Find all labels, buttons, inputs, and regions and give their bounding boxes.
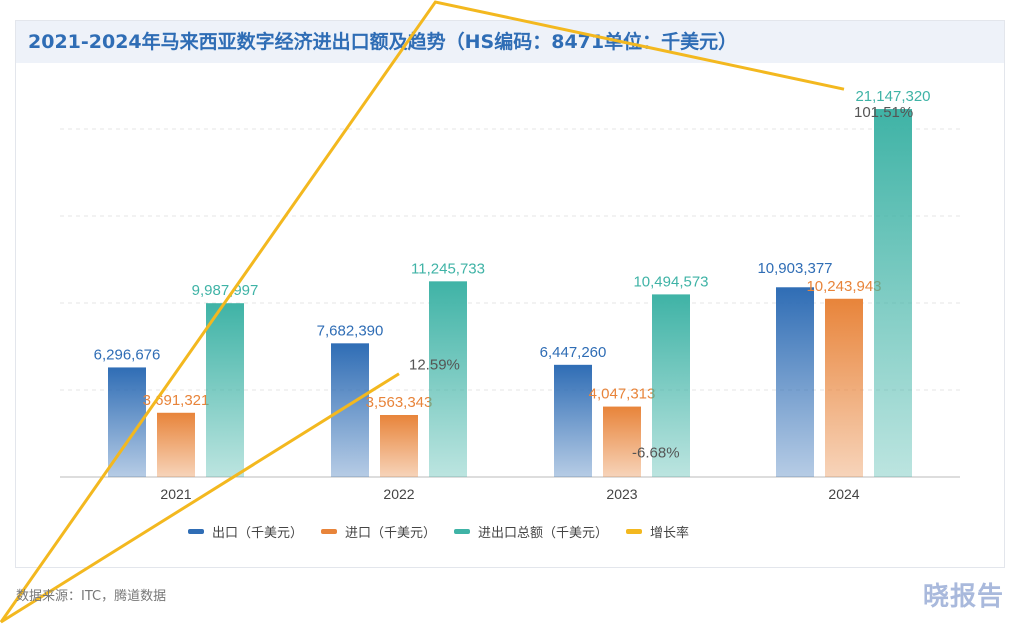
- bar: [429, 281, 467, 477]
- legend-item[interactable]: 出口（千美元）: [188, 522, 303, 541]
- legend-item[interactable]: 进口（千美元）: [321, 522, 436, 541]
- bar: [331, 343, 369, 477]
- data-label: 21,147,320: [855, 88, 930, 105]
- bar: [776, 287, 814, 477]
- logo: 晓报告: [922, 582, 1004, 612]
- data-label: 9,987,997: [192, 282, 259, 299]
- chart-panel: 2021-2024年马来西亚数字经济进出口额及趋势（HS编码：8471单位：千美…: [15, 20, 1005, 568]
- legend-swatch-icon: [188, 529, 204, 534]
- legend-swatch-icon: [626, 529, 643, 534]
- growth-label: 101.51%: [854, 104, 913, 121]
- data-label: 6,296,676: [94, 346, 161, 363]
- legend-swatch-icon: [454, 529, 471, 534]
- x-tick-label: 2024: [828, 486, 859, 502]
- bar: [157, 412, 195, 477]
- legend-label: 进出口总额（千美元）: [478, 526, 609, 541]
- data-label: 4,047,313: [589, 386, 656, 403]
- source-note: 数据来源：ITC，腾道数据: [16, 589, 167, 604]
- bar: [554, 364, 592, 477]
- bar: [652, 294, 690, 477]
- bar: [825, 298, 863, 477]
- legend-label: 增长率: [650, 526, 690, 541]
- x-tick-label: 2021: [160, 486, 191, 502]
- growth-label: -6.68%: [632, 444, 680, 461]
- growth-line: [0, 0, 845, 624]
- bar: [380, 414, 418, 477]
- legend: 出口（千美元） 进口（千美元） 进出口总额（千美元） 增长率: [188, 522, 689, 541]
- data-label: 10,903,377: [757, 260, 832, 277]
- legend-item[interactable]: 进出口总额（千美元）: [454, 522, 608, 541]
- x-tick-label: 2023: [606, 486, 637, 502]
- legend-swatch-icon: [321, 529, 338, 534]
- data-label: 11,245,733: [411, 260, 485, 277]
- bar: [603, 406, 641, 477]
- legend-label: 进口（千美元）: [345, 526, 437, 541]
- bar: [206, 303, 244, 477]
- legend-item[interactable]: 增长率: [626, 522, 689, 541]
- data-label: 3,563,343: [366, 394, 433, 411]
- data-label: 7,682,390: [317, 322, 384, 339]
- data-label: 10,494,573: [633, 273, 708, 290]
- chart-title: 2021-2024年马来西亚数字经济进出口额及趋势（HS编码：8471单位：千美…: [16, 21, 1004, 63]
- data-label: 10,243,943: [806, 278, 881, 295]
- bar: [874, 109, 912, 478]
- data-label: 6,447,260: [540, 344, 607, 361]
- legend-label: 出口（千美元）: [212, 526, 304, 541]
- x-tick-label: 2022: [383, 486, 414, 502]
- growth-label: 12.59%: [409, 357, 460, 374]
